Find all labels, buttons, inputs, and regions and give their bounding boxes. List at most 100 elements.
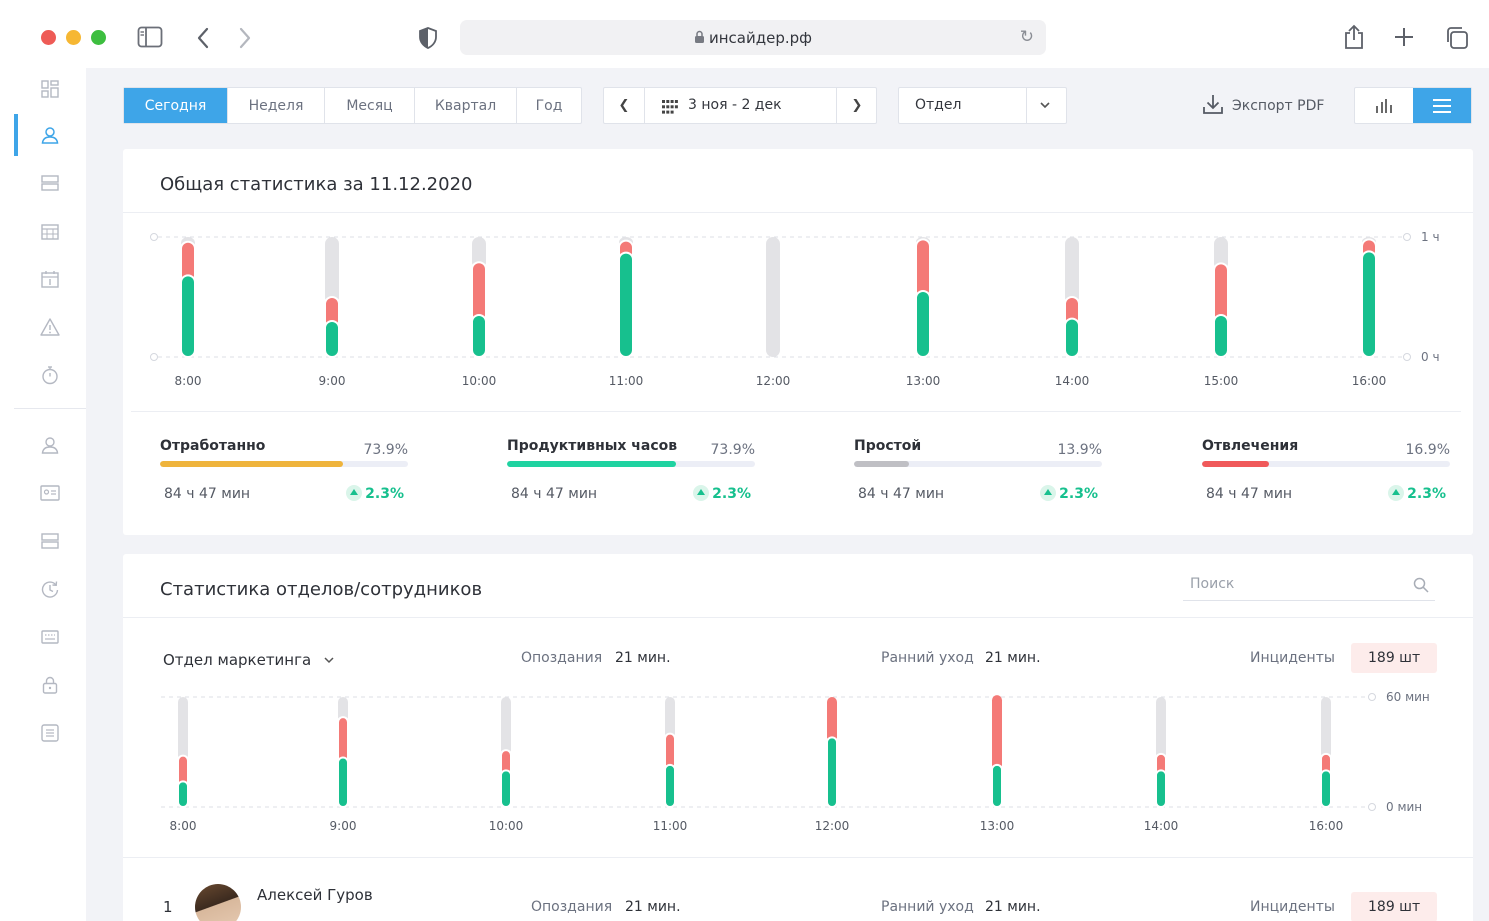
period-today-button[interactable]: Сегодня (124, 88, 228, 123)
divider (123, 617, 1473, 618)
forward-icon[interactable] (238, 27, 252, 53)
sidebar-item-profiles[interactable] (14, 472, 86, 514)
metric-progress-fill (160, 461, 344, 467)
search-input[interactable]: Поиск (1183, 571, 1435, 601)
x-tick-label: 16:00 (1309, 819, 1344, 833)
sidebar-item-layers[interactable] (14, 520, 86, 562)
list-view-button[interactable] (1413, 88, 1471, 123)
grid-dot (1403, 353, 1411, 361)
prev-range-button[interactable]: ❮ (604, 88, 644, 123)
metric-delta: 2.3% (1059, 486, 1098, 502)
x-tick-label: 13:00 (906, 374, 941, 388)
calendar-day-icon (41, 271, 59, 288)
sidebar-item-servers[interactable] (14, 162, 86, 204)
sidebar-item-security[interactable] (14, 664, 86, 706)
period-quarter-button[interactable]: Квартал (415, 88, 517, 123)
bar-segment-distraction (471, 261, 487, 323)
sidebar-item-employees[interactable] (14, 424, 86, 466)
history-icon (41, 581, 59, 598)
sidebar-toggle-icon[interactable] (137, 26, 163, 52)
minimize-window-button[interactable] (66, 30, 81, 45)
server-icon (41, 175, 59, 191)
bar-segment-productive (915, 290, 931, 358)
incidents-badge[interactable]: 189 шт (1351, 643, 1438, 673)
department-dropdown[interactable]: Отдел маркетинга (163, 650, 334, 669)
bar-segment-productive (471, 314, 487, 358)
sidebar-item-dashboard[interactable] (14, 68, 86, 110)
sidebar-item-keyboard[interactable] (14, 616, 86, 658)
divider (123, 857, 1473, 858)
department-select[interactable]: Отдел (898, 87, 1067, 124)
bar-segment-productive (337, 756, 349, 808)
keyboard-icon (41, 630, 59, 644)
metric-block: Отвлечения 16.9% 84 ч 47 мин 2.3% (1202, 438, 1450, 518)
x-tick-label: 8:00 (175, 374, 202, 388)
metric-percent: 13.9% (1057, 442, 1102, 458)
employee-name[interactable]: Алексей Гуров (257, 886, 373, 904)
sidebar-item-timer[interactable] (14, 354, 86, 396)
trend-up-icon (693, 485, 709, 501)
user-icon (41, 127, 59, 144)
period-week-button[interactable]: Неделя (228, 88, 325, 123)
sidebar-item-history[interactable] (14, 568, 86, 610)
x-tick-label: 14:00 (1055, 374, 1090, 388)
x-tick-label: 16:00 (1352, 374, 1387, 388)
early-leave-label: Ранний уход (881, 899, 974, 915)
shield-icon[interactable] (418, 27, 438, 53)
x-tick-label: 13:00 (980, 819, 1015, 833)
sidebar-item-users[interactable] (14, 114, 86, 156)
x-tick-label: 12:00 (756, 374, 791, 388)
bar-segment-distraction (337, 716, 349, 764)
chart-view-button[interactable] (1355, 88, 1413, 123)
metric-progress-track (507, 461, 755, 467)
trend-up-icon (1040, 485, 1056, 501)
tab-overview-icon[interactable] (1445, 26, 1469, 54)
metric-time: 84 ч 47 мин (164, 486, 251, 502)
metric-percent: 73.9% (363, 442, 408, 458)
bar-segment-productive (618, 251, 634, 358)
date-range-label[interactable]: 3 ноя - 2 дек (688, 97, 782, 113)
period-year-button[interactable]: Год (535, 97, 563, 114)
department-stats-card: Статистика отделов/сотрудников Поиск Отд… (123, 554, 1473, 921)
id-card-icon (40, 485, 60, 501)
x-tick-label: 9:00 (319, 374, 346, 388)
period-month-button[interactable]: Месяц (325, 88, 415, 123)
bar-segment-distraction (915, 238, 931, 299)
new-tab-icon[interactable] (1394, 27, 1414, 51)
x-tick-label: 10:00 (489, 819, 524, 833)
sidebar-item-warnings[interactable] (14, 306, 86, 348)
back-icon[interactable] (196, 27, 210, 53)
url-label: инсайдер.рф (709, 29, 812, 47)
share-icon[interactable] (1343, 24, 1365, 54)
bar-segment-productive (1213, 314, 1229, 358)
reload-icon[interactable]: ↻ (1019, 27, 1034, 47)
trend-up-icon (346, 485, 362, 501)
sidebar-item-calendar[interactable] (14, 210, 86, 252)
overall-stats-card: Общая статистика за 11.12.2020 1 ч 0 ч 8:0… (123, 149, 1473, 535)
export-pdf-button[interactable]: Экспорт PDF (1202, 94, 1324, 118)
metric-block: Отработанно 73.9% 84 ч 47 мин 2.3% (160, 438, 408, 518)
hamburger-icon (1433, 98, 1451, 113)
bar-chart-icon (1376, 98, 1392, 113)
divider (1026, 88, 1027, 123)
grid-dot (1368, 693, 1376, 701)
grid-dot (1368, 803, 1376, 811)
sidebar-item-day[interactable] (14, 258, 86, 300)
zoom-window-button[interactable] (91, 30, 106, 45)
layers-icon (41, 533, 59, 549)
close-window-button[interactable] (41, 30, 56, 45)
divider (123, 212, 1473, 213)
next-range-button[interactable]: ❯ (837, 88, 877, 123)
chevron-right-icon: ❯ (851, 98, 863, 113)
bar-segment-idle (665, 697, 675, 739)
sidebar-item-reports[interactable] (14, 712, 86, 754)
x-tick-label: 11:00 (653, 819, 688, 833)
metric-percent: 16.9% (1405, 442, 1450, 458)
bar-segment-idle (338, 697, 348, 723)
incidents-badge[interactable]: 189 шт (1351, 892, 1438, 921)
bar-segment-productive (664, 763, 676, 808)
search-icon (1413, 577, 1429, 597)
address-bar[interactable]: инсайдер.рф ↻ (460, 20, 1046, 55)
bar-segment-idle (1065, 237, 1079, 304)
metric-progress-fill (507, 461, 676, 467)
